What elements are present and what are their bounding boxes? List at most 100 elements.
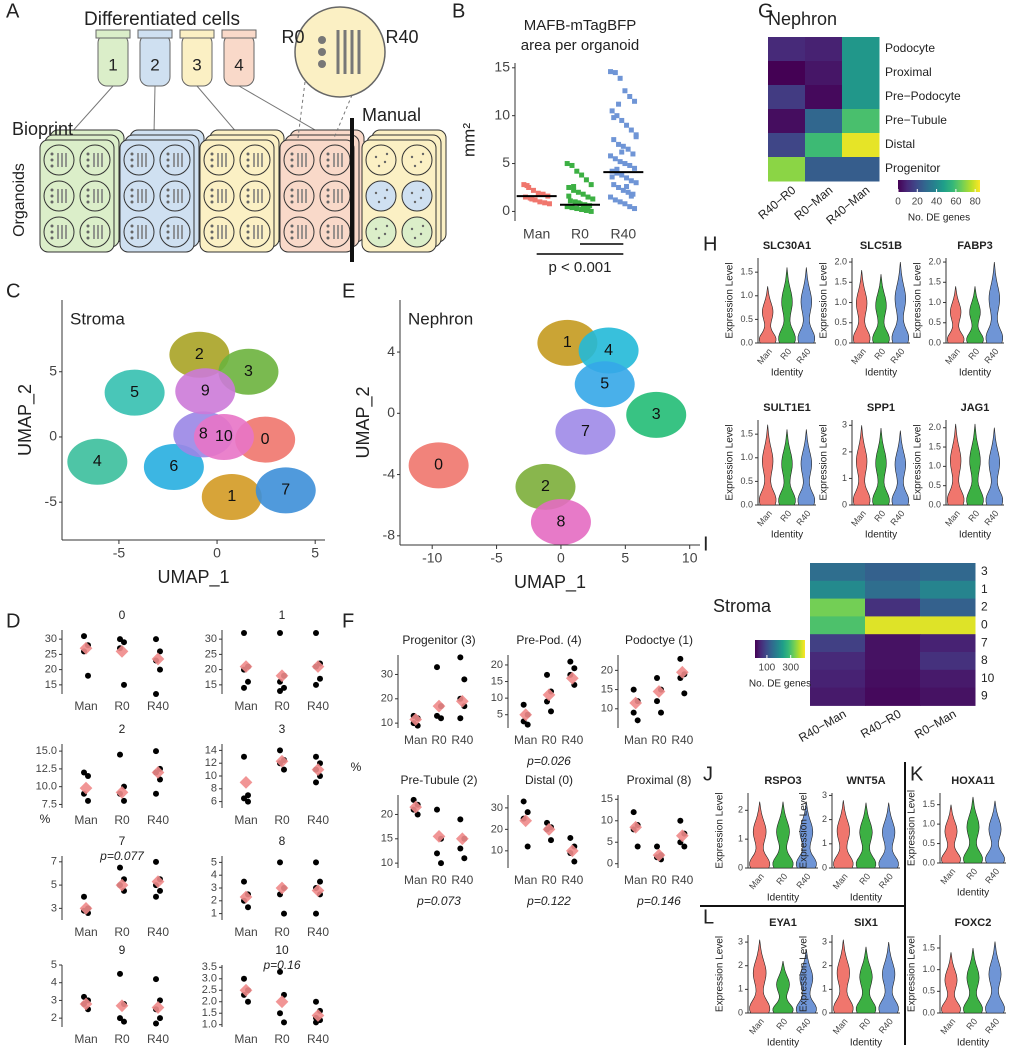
well xyxy=(365,180,397,212)
cell xyxy=(413,200,417,204)
violin xyxy=(855,946,877,1014)
point xyxy=(630,709,637,716)
row-label: Pre−Tubule xyxy=(885,113,947,127)
point xyxy=(580,191,586,197)
y-tick-label: 3 xyxy=(51,994,57,1006)
x-tick-label: R0 xyxy=(651,873,667,887)
y-tick-label: 14 xyxy=(205,744,217,756)
cell xyxy=(210,224,214,228)
tube-label: 4 xyxy=(234,55,243,74)
point xyxy=(617,159,623,165)
point xyxy=(153,858,159,865)
y-tick-label: 1.5 xyxy=(834,277,847,287)
colorbar xyxy=(755,640,805,658)
panel-label: E xyxy=(342,280,355,302)
gene-title: SLC30A1 xyxy=(763,240,811,252)
y-tick-label: 12 xyxy=(205,757,217,769)
violin xyxy=(778,267,796,344)
point xyxy=(434,664,440,671)
heat-cell xyxy=(865,616,921,635)
point xyxy=(681,843,688,850)
y-tick-label: 10 xyxy=(491,845,503,857)
panel-label: F xyxy=(342,610,354,632)
x-tick-label: Man xyxy=(747,1016,766,1036)
x-axis-label: Identity xyxy=(865,368,897,379)
cell xyxy=(130,200,134,204)
x-tick-label: -10 xyxy=(422,550,442,566)
panel-label: I xyxy=(703,533,709,555)
x-tick-label: Man xyxy=(755,346,774,366)
cell xyxy=(50,200,54,204)
x-tick-label: R40 xyxy=(147,1032,169,1046)
x-tick-label: R0 xyxy=(872,508,887,523)
point xyxy=(546,201,552,207)
point xyxy=(153,748,159,755)
p-value: p < 0.001 xyxy=(549,259,612,276)
well xyxy=(43,144,75,176)
colorbar-tick-label: 100 xyxy=(759,663,776,674)
gene-title: SPP1 xyxy=(867,402,895,414)
point xyxy=(434,806,440,813)
point xyxy=(548,708,554,715)
point xyxy=(564,161,570,167)
connector xyxy=(153,85,156,135)
mean-diamond xyxy=(629,696,643,710)
cell xyxy=(385,152,389,156)
well xyxy=(283,216,315,248)
gene-title: SIX1 xyxy=(854,917,878,929)
cell xyxy=(421,152,425,156)
well xyxy=(79,144,111,176)
cell xyxy=(50,230,54,234)
cell xyxy=(290,200,294,204)
y-tick-label: 0 xyxy=(822,1007,827,1017)
point xyxy=(569,205,575,211)
y-tick-label: 1.5 xyxy=(740,267,753,277)
y-tick-label: 15 xyxy=(45,679,57,691)
point xyxy=(457,654,464,661)
y-tick-label: 1 xyxy=(211,908,217,920)
point xyxy=(571,665,578,672)
y-tick-label: 10 xyxy=(491,692,503,704)
point xyxy=(571,184,577,190)
cell xyxy=(326,194,330,198)
cluster xyxy=(193,413,254,460)
x-tick-label: Man xyxy=(943,508,962,528)
point xyxy=(529,196,535,202)
violin xyxy=(778,429,796,506)
y-tick-label: 0.5 xyxy=(740,314,753,324)
point xyxy=(634,843,641,850)
y-tick-label: 3 xyxy=(822,790,827,800)
row-label: 0 xyxy=(981,617,988,631)
x-tick-label: R40 xyxy=(877,871,895,890)
point xyxy=(438,860,444,867)
point xyxy=(633,180,639,186)
x-axis-label: Identity xyxy=(959,368,991,379)
x-tick-label: R0 xyxy=(778,346,793,361)
cell xyxy=(50,188,54,192)
point xyxy=(566,193,572,199)
cluster-label: 4 xyxy=(604,342,613,359)
cell xyxy=(86,200,90,204)
cell xyxy=(130,194,134,198)
point xyxy=(632,165,638,171)
x-tick-label: R40 xyxy=(671,733,693,747)
well xyxy=(283,180,315,212)
x-axis-label: UMAP_1 xyxy=(157,567,229,588)
y-tick-label: 10 xyxy=(381,717,393,729)
well xyxy=(319,144,351,176)
x-tick-label: R40 xyxy=(671,873,693,887)
y-tick-label: 4 xyxy=(211,869,217,881)
y-tick-label: 2.0 xyxy=(202,996,217,1008)
y-tick-label: 20 xyxy=(601,664,613,676)
point xyxy=(677,817,684,824)
point xyxy=(117,1015,123,1022)
cell xyxy=(166,194,170,198)
tube-label: 2 xyxy=(150,55,159,74)
cell xyxy=(377,164,381,168)
x-tick-label: -5 xyxy=(113,545,126,561)
cell xyxy=(210,194,214,198)
point xyxy=(658,709,664,716)
y-tick-label: 0.0 xyxy=(740,337,753,347)
heat-cell xyxy=(805,133,843,158)
point xyxy=(624,175,630,181)
